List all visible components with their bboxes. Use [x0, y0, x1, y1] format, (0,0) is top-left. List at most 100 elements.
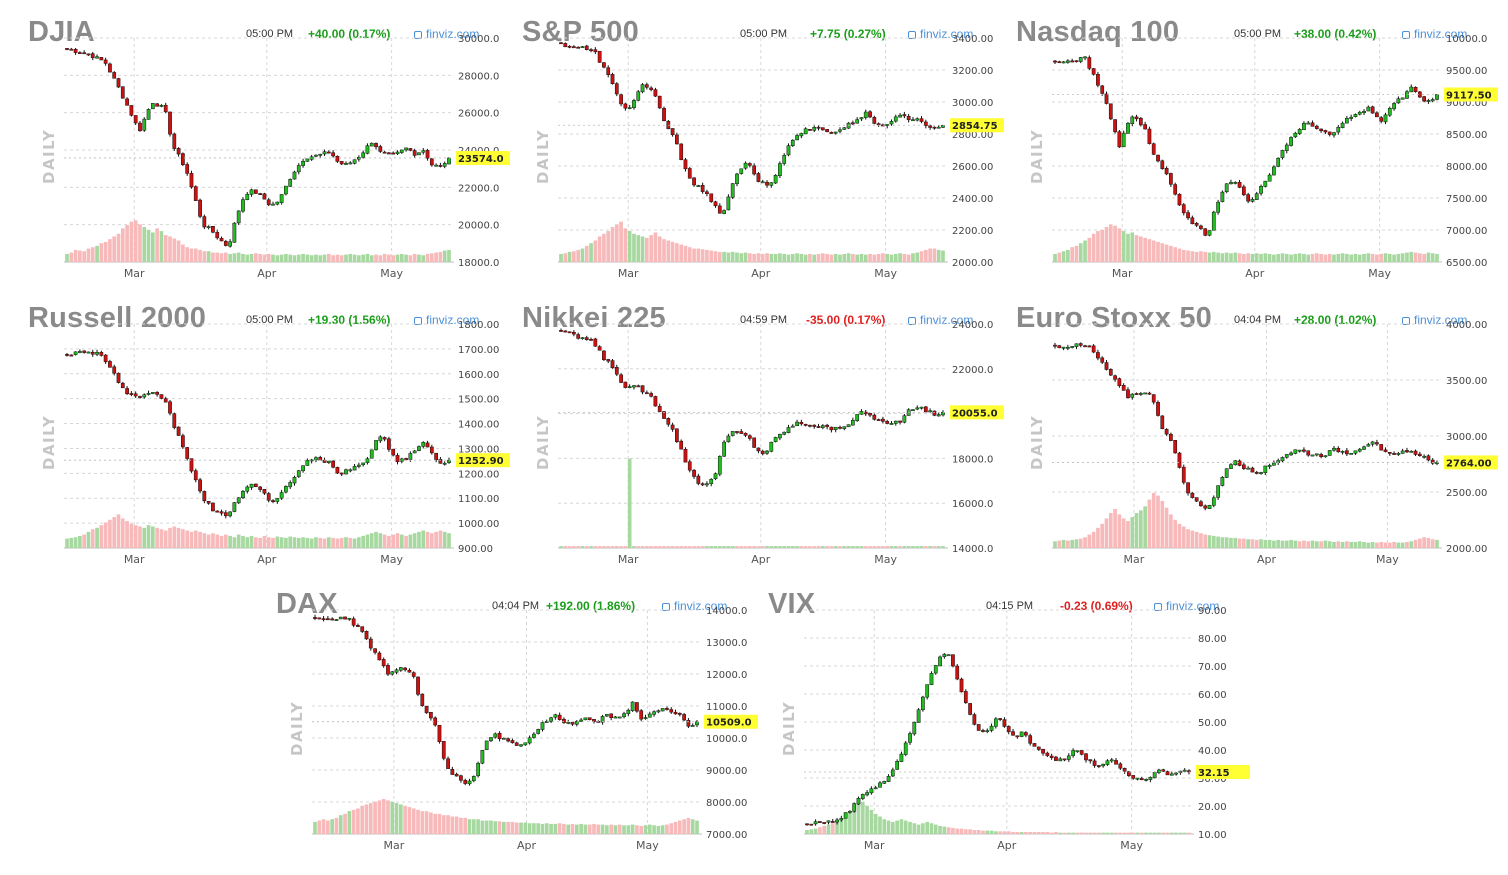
x-tick-label: May: [1368, 267, 1391, 280]
candle-body: [338, 616, 343, 620]
candle-body: [86, 53, 91, 56]
candle-body: [968, 703, 972, 715]
volume-bar: [142, 527, 147, 548]
candle-body: [928, 125, 932, 128]
volume-bar: [580, 248, 585, 262]
candle-body: [669, 709, 674, 713]
candle-body: [839, 818, 844, 821]
candle-body: [202, 216, 207, 228]
candle-body: [709, 193, 714, 202]
candle-body: [876, 419, 881, 421]
candle-body: [1139, 778, 1144, 781]
candle-body: [351, 618, 356, 626]
volume-bar: [593, 546, 598, 548]
candle-body: [686, 720, 691, 727]
chart-title: DAX: [276, 588, 338, 620]
volume-bar: [391, 255, 396, 262]
volume-bar: [1147, 239, 1152, 262]
candle-body: [730, 431, 735, 436]
last-price-label: 9117.50: [1446, 90, 1492, 101]
volume-bar: [683, 245, 688, 262]
candle-body: [587, 717, 592, 720]
volume-bar: [833, 253, 838, 262]
candle-body: [1289, 452, 1293, 456]
candle-body: [1392, 103, 1396, 110]
candle-body: [339, 161, 344, 165]
candle-body: [335, 155, 340, 162]
candle-body: [576, 46, 581, 49]
x-tick-label: Mar: [618, 267, 639, 280]
volume-bar: [1199, 251, 1203, 262]
candle-body: [1104, 93, 1109, 104]
volume-bar: [1109, 832, 1114, 834]
volume-bar: [959, 828, 964, 834]
volume-bar: [348, 253, 353, 262]
volume-bar: [592, 823, 596, 834]
candle-body: [1071, 750, 1075, 756]
volume-bar: [1242, 253, 1246, 262]
volume-bar: [395, 533, 400, 548]
volume-bar: [1357, 541, 1362, 548]
volume-bar: [1036, 831, 1041, 834]
side-label: DAILY: [288, 701, 306, 756]
volume-bar: [843, 816, 848, 834]
candle-body: [1332, 447, 1336, 451]
volume-bar: [1250, 539, 1255, 548]
candle-body: [1409, 450, 1414, 453]
candle-body: [421, 442, 426, 447]
volume-bar: [1276, 539, 1281, 548]
candle-body: [150, 392, 155, 394]
candle-body: [1353, 450, 1358, 454]
candle-body: [429, 446, 434, 454]
volume-bar: [1387, 253, 1392, 262]
candle-body: [600, 716, 605, 723]
candle-body: [790, 139, 795, 147]
volume-bar: [361, 535, 365, 548]
candle-body: [374, 440, 378, 451]
candle-body: [752, 437, 757, 448]
candle-body: [989, 725, 994, 731]
candle-body: [1109, 759, 1114, 762]
x-tick-label: May: [380, 267, 403, 280]
candle-body: [1181, 466, 1186, 483]
candle-body: [872, 117, 877, 124]
candle-body: [632, 100, 636, 108]
candle-body: [1353, 114, 1358, 118]
candle-body: [271, 500, 275, 502]
candle-body: [567, 45, 572, 48]
candle-body: [219, 511, 224, 514]
candle-body: [623, 381, 628, 388]
volume-bar: [176, 240, 181, 262]
volume-bar: [1181, 526, 1186, 548]
candle-body: [898, 420, 902, 423]
candle-body: [241, 491, 245, 499]
candle-body: [1417, 453, 1422, 456]
volume-bar: [378, 255, 383, 262]
candle-body: [228, 511, 232, 517]
volume-bar: [288, 254, 293, 262]
volume-bar: [1422, 537, 1426, 548]
candle-body: [898, 114, 902, 118]
volume-bar: [627, 231, 632, 262]
candle-body: [116, 78, 121, 88]
quote-time: 04:04 PM: [492, 600, 540, 612]
candle-body: [683, 449, 688, 463]
volume-bar: [408, 534, 413, 548]
candle-body: [429, 158, 434, 166]
volume-bar: [666, 240, 671, 262]
candle-body: [381, 659, 386, 667]
y-tick-label: 10000.0: [706, 734, 747, 745]
x-tick-label: May: [380, 553, 403, 566]
candle-body: [936, 414, 941, 417]
volume-bar: [1353, 253, 1358, 262]
candle-body: [848, 810, 852, 813]
volume-bar: [163, 235, 168, 262]
x-tick-label: Apr: [997, 839, 1017, 852]
volume-bar: [640, 546, 645, 548]
volume-bar: [666, 546, 671, 548]
candle-body: [1426, 100, 1431, 102]
volume-bar: [743, 546, 748, 548]
candle-body: [369, 142, 374, 147]
volume-bar: [1400, 253, 1405, 262]
candle-body: [743, 162, 748, 169]
